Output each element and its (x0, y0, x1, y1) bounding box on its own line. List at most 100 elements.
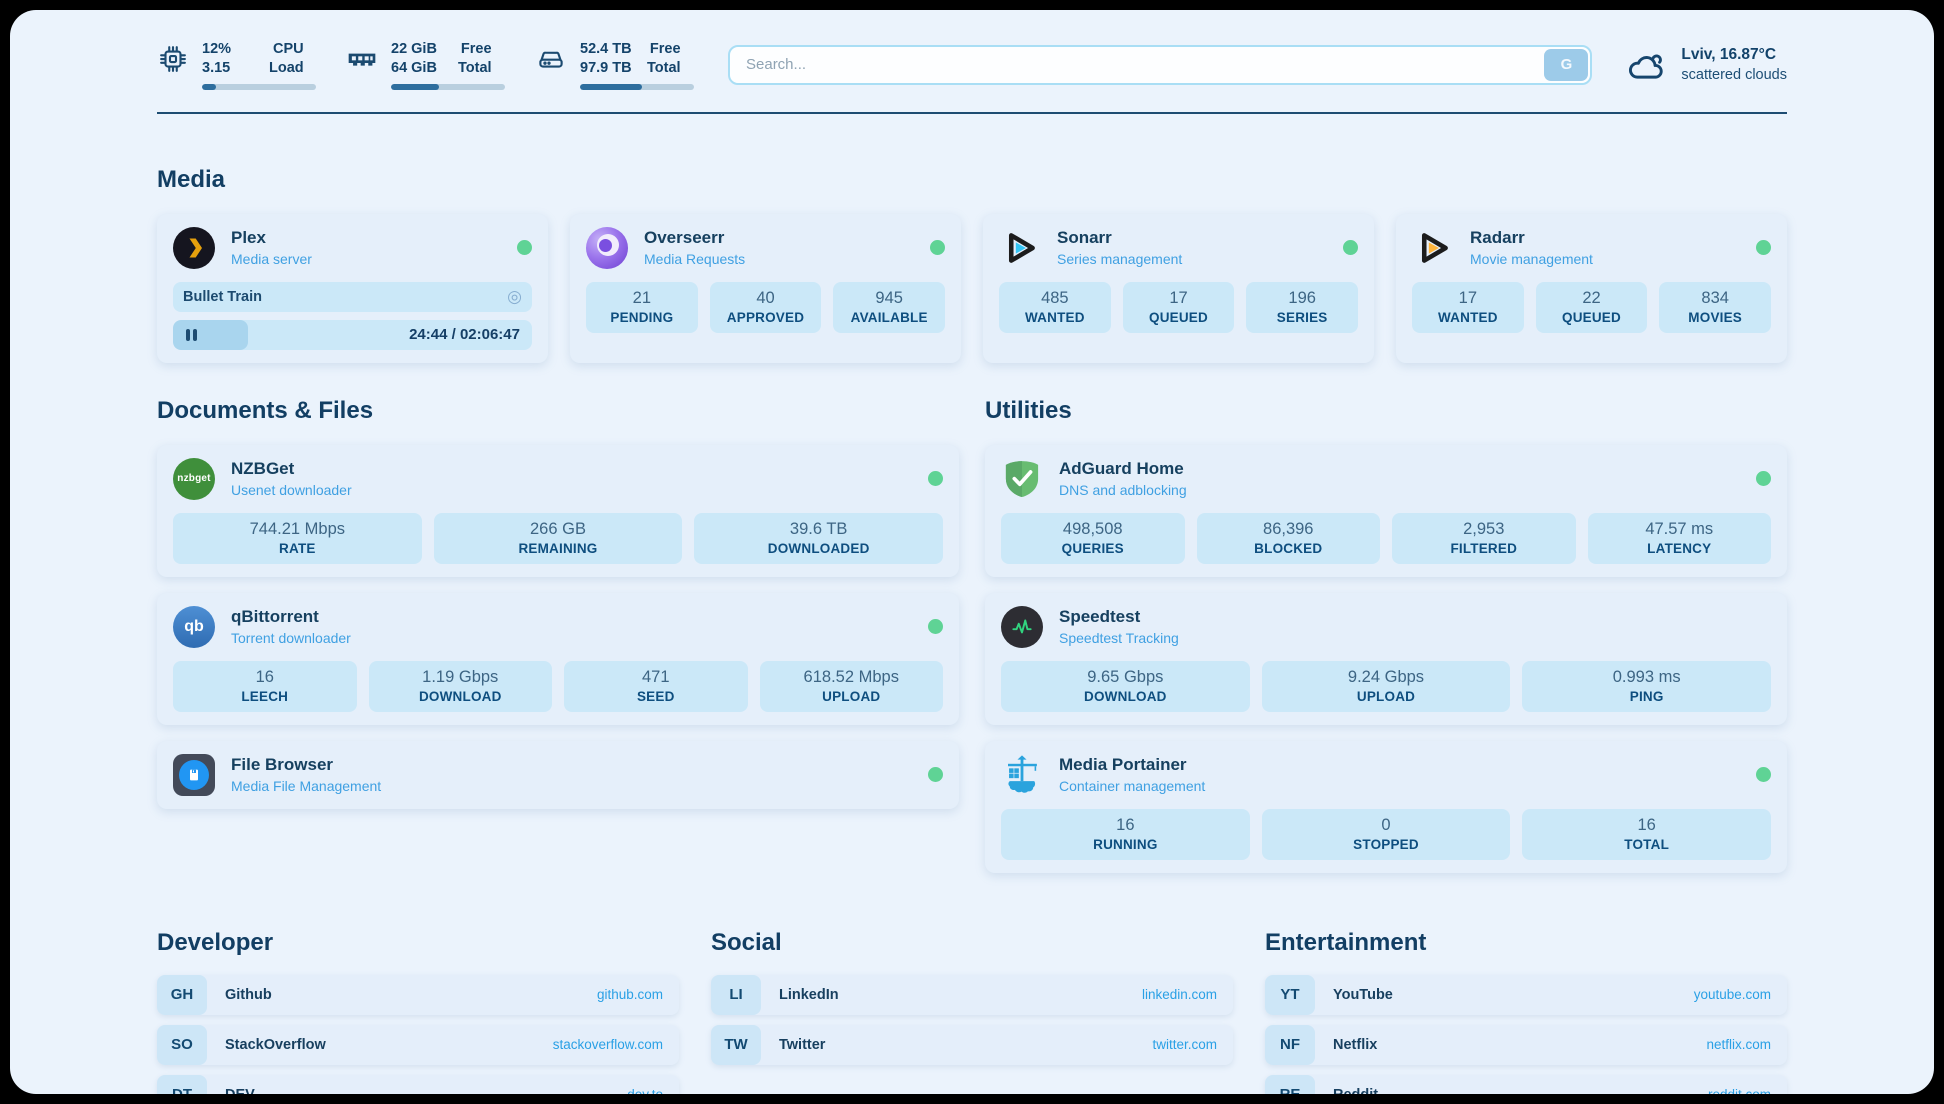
pause-icon[interactable] (186, 328, 197, 341)
bookmark-url[interactable]: youtube.com (1693, 987, 1771, 1003)
bookmark-url[interactable]: reddit.com (1708, 1087, 1771, 1094)
bookmark-url[interactable]: twitter.com (1152, 1037, 1217, 1053)
header: 12% 3.15 CPU Load (10, 10, 1934, 90)
stat-pending: 21 PENDING (586, 281, 698, 333)
bookmark-name: StackOverflow (225, 1036, 326, 1053)
status-online-dot (928, 619, 943, 635)
bookmark-group-developer: Developer GH Github github.com SO StackO… (157, 929, 679, 1094)
stat-wanted: 17 WANTED (1412, 281, 1524, 333)
playback-progress-bar[interactable]: 24:44 / 02:06:47 (173, 319, 532, 350)
header-divider (157, 111, 1787, 114)
adguard-icon (1001, 458, 1043, 500)
bookmark-twitter[interactable]: TW Twitter twitter.com (711, 1024, 1233, 1065)
stat-available: 945 AVAILABLE (833, 281, 945, 333)
status-online-dot (517, 240, 532, 256)
app-name: Radarr (1470, 228, 1525, 248)
section-title-developer: Developer (157, 928, 274, 956)
bookmark-url[interactable]: dev.to (627, 1087, 663, 1094)
bookmark-youtube[interactable]: YT YouTube youtube.com (1265, 974, 1787, 1015)
app-name: Media Portainer (1059, 755, 1187, 775)
app-description: Container management (1059, 777, 1206, 794)
app-card-filebrowser[interactable]: File Browser Media File Management (157, 740, 959, 809)
bookmark-url[interactable]: linkedin.com (1141, 987, 1217, 1003)
stat-downloaded: 39.6 TB DOWNLOADED (694, 512, 943, 564)
section-title-documents: Documents & Files (157, 396, 374, 424)
disk-icon (535, 43, 567, 75)
cpu-percent: 12% (202, 41, 232, 57)
speedtest-icon (1001, 605, 1043, 648)
cpu-load-value: 3.15 (202, 59, 231, 76)
search-bar: G (728, 44, 1593, 85)
disk-free-value: 52.4 TB (580, 41, 632, 57)
stat-upload: 618.52 Mbps UPLOAD (759, 660, 943, 712)
cpu-icon (157, 43, 189, 75)
bookmark-url[interactable]: netflix.com (1706, 1037, 1771, 1053)
app-name: Sonarr (1057, 228, 1112, 248)
app-name: Overseerr (644, 228, 725, 248)
bookmark-abbr: TW (711, 1024, 761, 1065)
stat-download: 9.65 Gbps DOWNLOAD (1001, 660, 1250, 712)
app-card-radarr[interactable]: Radarr Movie management 17 WANTED 22 QUE… (1396, 213, 1787, 363)
status-online-dot (928, 471, 943, 487)
bookmark-group-social: Social LI LinkedIn linkedin.com TW Twitt… (711, 929, 1233, 1094)
app-card-adguard[interactable]: AdGuard Home DNS and adblocking 498,508 … (985, 444, 1787, 577)
cpu-progress-bar (202, 83, 316, 90)
app-name: File Browser (231, 755, 334, 775)
status-online-dot (930, 240, 945, 256)
bookmark-reddit[interactable]: RE Reddit reddit.com (1265, 1074, 1787, 1094)
app-card-sonarr[interactable]: Sonarr Series management 485 WANTED 17 Q… (983, 213, 1374, 363)
app-card-overseerr[interactable]: Overseerr Media Requests 21 PENDING 40 A… (570, 213, 961, 363)
bookmark-stackoverflow[interactable]: SO StackOverflow stackoverflow.com (157, 1024, 679, 1065)
status-online-dot (1756, 240, 1771, 256)
bookmark-url[interactable]: github.com (596, 987, 663, 1003)
bookmark-name: Twitter (779, 1036, 826, 1053)
bookmark-dev[interactable]: DT DEV dev.to (157, 1074, 679, 1094)
storage-progress-bar (580, 83, 694, 90)
weather-widget[interactable]: Lviv, 16.87°C scattered clouds (1626, 45, 1787, 85)
radarr-icon (1412, 227, 1454, 269)
disk-total-label: Total (647, 59, 681, 76)
stat-ping: 0.993 ms PING (1522, 660, 1771, 712)
search-engine-button[interactable]: G (1544, 48, 1589, 81)
bookmark-group-entertainment: Entertainment YT YouTube youtube.com NF … (1265, 929, 1787, 1094)
bookmark-linkedin[interactable]: LI LinkedIn linkedin.com (711, 974, 1233, 1015)
section-title-social: Social (711, 928, 782, 956)
app-description: Media Requests (644, 250, 746, 267)
section-title-media: Media (157, 165, 226, 193)
now-playing-icon[interactable]: ◎ (507, 287, 522, 307)
app-card-nzbget[interactable]: nzbget NZBGet Usenet downloader 744.21 M… (157, 444, 959, 577)
app-description: Movie management (1470, 250, 1593, 267)
app-description: Speedtest Tracking (1059, 629, 1179, 646)
bookmark-netflix[interactable]: NF Netflix netflix.com (1265, 1024, 1787, 1065)
bookmark-url[interactable]: stackoverflow.com (552, 1037, 663, 1053)
app-card-qbittorrent[interactable]: qb qBittorrent Torrent downloader 16 (157, 592, 959, 725)
stat-latency: 47.57 ms LATENCY (1587, 512, 1771, 564)
app-card-plex[interactable]: Plex Media server Bullet Train ◎ 24:44 /… (157, 213, 548, 363)
stat-remaining: 266 GB REMAINING (433, 512, 683, 564)
sonarr-icon (999, 227, 1041, 269)
weather-location-temp: Lviv, 16.87°C (1681, 45, 1777, 63)
stat-wanted: 485 WANTED (999, 281, 1111, 333)
app-card-portainer[interactable]: Media Portainer Container management 16 … (985, 740, 1787, 873)
bookmark-name: DEV (225, 1087, 255, 1094)
bookmark-abbr: RE (1265, 1074, 1315, 1094)
cpu-load-label: Load (269, 59, 304, 76)
ram-icon (346, 43, 378, 75)
bookmark-name: Github (225, 986, 272, 1003)
bookmark-abbr: DT (157, 1074, 207, 1094)
app-card-speedtest[interactable]: Speedtest Speedtest Tracking 9.65 Gbps D… (985, 592, 1787, 725)
search-input[interactable] (728, 44, 1593, 85)
playback-time: 24:44 / 02:06:47 (409, 326, 520, 344)
stat-seed: 471 SEED (564, 660, 748, 712)
stat-leech: 16 LEECH (173, 660, 357, 712)
bookmark-name: Reddit (1333, 1087, 1378, 1094)
bookmark-abbr: YT (1265, 974, 1315, 1015)
app-description: Torrent downloader (231, 629, 351, 646)
dashboard: 12% 3.15 CPU Load (10, 10, 1934, 1094)
stat-rate: 744.21 Mbps RATE (173, 512, 422, 564)
system-stats: 12% 3.15 CPU Load (157, 40, 694, 90)
portainer-icon (1001, 754, 1043, 796)
media-cards-row: Plex Media server Bullet Train ◎ 24:44 /… (157, 213, 1787, 363)
bookmark-github[interactable]: GH Github github.com (157, 974, 679, 1015)
bookmark-abbr: GH (157, 974, 207, 1015)
